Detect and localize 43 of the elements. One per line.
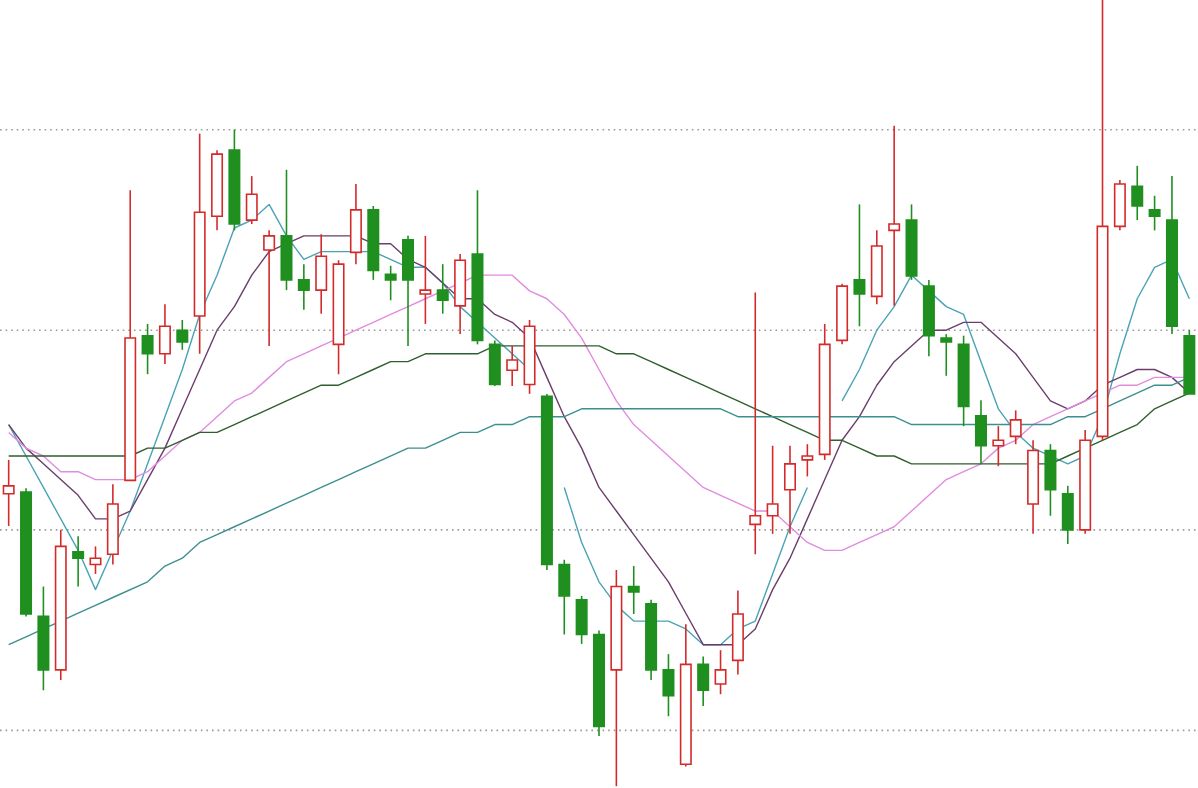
candlestick xyxy=(263,230,276,348)
candlestick xyxy=(940,333,953,378)
candlestick xyxy=(37,586,50,692)
candlestick xyxy=(506,345,519,388)
candlestick xyxy=(211,149,224,232)
candlestick xyxy=(818,323,831,462)
candlestick xyxy=(54,529,67,682)
candlestick xyxy=(158,303,171,366)
candlestick xyxy=(245,175,258,226)
candlestick xyxy=(193,133,206,356)
candlestick xyxy=(1165,175,1178,336)
candlestick xyxy=(367,205,380,282)
candlestick xyxy=(697,656,710,708)
candlestick xyxy=(731,590,744,676)
candlestick xyxy=(922,279,935,358)
candlestick xyxy=(454,253,467,336)
candlestick xyxy=(749,292,762,556)
candlestick xyxy=(349,183,362,266)
candlestick xyxy=(1131,165,1144,222)
candlestick xyxy=(402,235,415,348)
candlestick xyxy=(1009,410,1022,446)
candlestick xyxy=(1113,179,1126,232)
candlestick xyxy=(679,623,692,768)
candlestick xyxy=(645,599,658,682)
candlestick xyxy=(870,230,883,306)
candlestick xyxy=(766,445,779,536)
candlestick xyxy=(436,263,449,315)
candlestick xyxy=(853,204,866,328)
candlestick xyxy=(1027,439,1040,536)
candlestick xyxy=(974,399,987,466)
candlestick xyxy=(1061,485,1074,546)
candlestick xyxy=(419,235,432,326)
candlestick xyxy=(558,559,571,636)
candlestick xyxy=(2,459,15,528)
candlestick xyxy=(315,233,328,315)
candlestick xyxy=(72,535,85,588)
candlestick xyxy=(627,565,640,616)
candlestick xyxy=(888,125,901,308)
candlestick xyxy=(106,484,119,566)
candlestick xyxy=(297,263,310,312)
candlestick xyxy=(783,445,796,536)
candlestick xyxy=(593,630,606,738)
candlestick xyxy=(1079,429,1092,536)
